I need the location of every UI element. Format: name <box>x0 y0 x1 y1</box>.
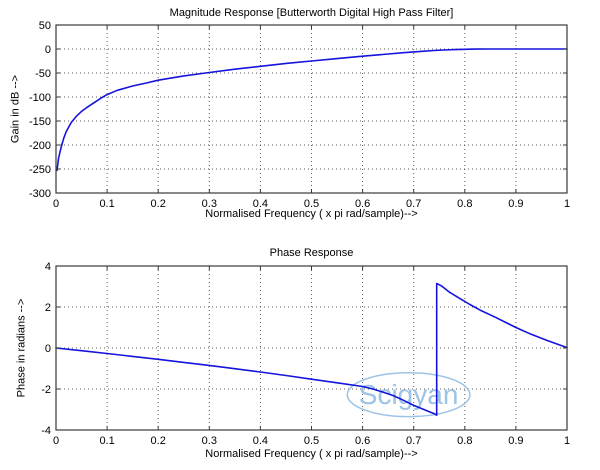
x-tick-label: 0.2 <box>151 198 166 210</box>
magnitude-subplot: 0 0.1 0.2 0.3 0.4 0.5 0.6 0.7 0.8 0.9 1 50 0 -50 -100 -… <box>9 7 571 220</box>
magnitude-response-curve <box>56 48 568 172</box>
x-tick-label: 0.2 <box>151 435 166 447</box>
magnitude-x-axis-label: Normalised Frequency ( x pi rad/sample)-… <box>205 208 418 220</box>
x-tick-label: 0.7 <box>406 435 421 447</box>
y-tick-label: -2 <box>41 384 51 396</box>
x-tick-label: 1 <box>564 435 570 447</box>
x-tick-label: 0.7 <box>406 198 421 210</box>
y-tick-label: -100 <box>29 92 51 104</box>
x-tick-label: 0.6 <box>355 435 370 447</box>
phase-response-curve <box>55 282 568 416</box>
x-tick-label: 0 <box>53 435 59 447</box>
x-tick-label: 0.8 <box>457 435 472 447</box>
x-tick-label: 0.9 <box>508 198 523 210</box>
phase-x-axis-label: Normalised Frequency ( x pi rad/sample)-… <box>205 448 418 460</box>
x-tick-label: 0.5 <box>304 198 319 210</box>
x-tick-label: 0.5 <box>304 435 319 447</box>
magnitude-title: Magnitude Response [Butterworth Digital … <box>169 7 454 19</box>
y-tick-label: 2 <box>45 302 51 314</box>
magnitude-chart: 0 0.1 0.2 0.3 0.4 0.5 0.6 0.7 0.8 0.9 1 50 0 -50 -100 -… <box>29 20 570 210</box>
y-tick-label: 0 <box>45 44 51 56</box>
y-tick-label: -150 <box>29 116 51 128</box>
x-tick-label: 0.8 <box>457 198 472 210</box>
y-tick-label: -300 <box>29 188 51 200</box>
x-tick-label: 0 <box>53 198 59 210</box>
x-tick-label: 0.3 <box>202 198 217 210</box>
phase-y-axis-label: Phase in radians --> <box>15 298 28 398</box>
x-tick-labels: 0 0.1 0.2 0.3 0.4 0.5 0.6 0.7 0.8 0.9 1 <box>53 435 570 447</box>
magnitude-y-axis-label: Gain in dB --> <box>9 74 22 144</box>
x-tick-label: 0.1 <box>99 198 114 210</box>
watermark: Scigyan <box>346 372 471 418</box>
y-tick-label: 50 <box>39 20 51 32</box>
grid-lines <box>56 266 567 430</box>
x-tick-label: 1 <box>564 198 570 210</box>
grid-lines <box>56 25 567 193</box>
y-tick-label: -4 <box>41 425 51 437</box>
x-tick-label: 0.4 <box>253 435 268 447</box>
y-tick-label: 4 <box>45 261 51 273</box>
y-tick-label: 0 <box>45 343 51 355</box>
x-tick-label: 0.9 <box>508 435 523 447</box>
x-tick-labels: 0 0.1 0.2 0.3 0.4 0.5 0.6 0.7 0.8 0.9 1 <box>53 198 570 210</box>
y-tick-labels: 4 2 0 -2 -4 <box>41 261 51 437</box>
y-tick-label: -200 <box>29 140 51 152</box>
y-tick-label: -250 <box>29 164 51 176</box>
watermark-text: Scigyan <box>359 379 459 410</box>
y-tick-label: -50 <box>35 68 51 80</box>
axis-ticks <box>55 265 568 431</box>
phase-subplot: Scigyan 0 0.1 0.2 0.3 0.4 0.5 0.6 0.7 0.8 0.9 1 4 2 0-… <box>0 240 600 470</box>
x-tick-label: 0.6 <box>355 198 370 210</box>
axis-ticks <box>55 24 568 194</box>
x-tick-label: 0.4 <box>253 198 268 210</box>
watermark-ellipse <box>346 372 471 418</box>
x-tick-label: 0.1 <box>99 435 114 447</box>
x-tick-label: 0.3 <box>202 435 217 447</box>
y-tick-labels: 50 0 -50 -100 -150 -200 -250 -300 <box>29 20 51 200</box>
phase-title: Phase Response <box>269 247 354 259</box>
